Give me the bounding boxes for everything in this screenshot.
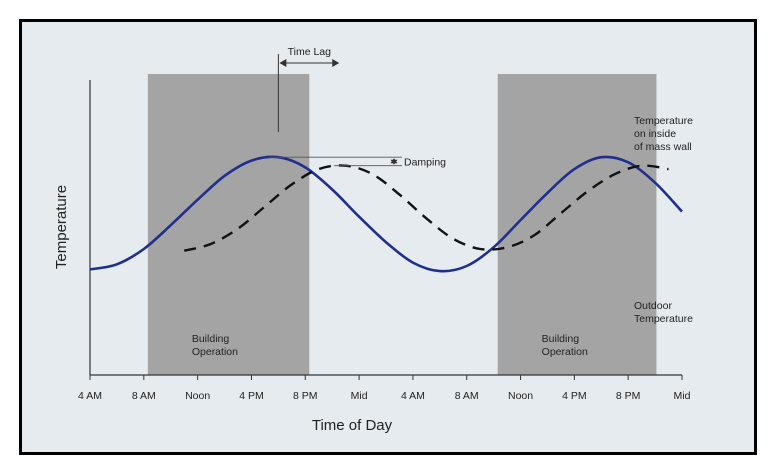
x-tick-label: 8 PM [293, 390, 318, 402]
time-lag-arrowhead-left [279, 59, 287, 67]
building-operation-region-1 [147, 74, 310, 375]
outdoor-temperature-line [89, 155, 683, 273]
chart-frame: Building Operation Building Operation 4 AM 8… [19, 19, 757, 455]
mass-wall-series-label: on inside [634, 128, 676, 140]
series-lines [89, 155, 683, 273]
time-lag-arrowhead-right [332, 59, 340, 67]
x-tick-label: 4 PM [239, 390, 264, 402]
mass-wall-series-label: Temperature [634, 115, 693, 127]
building-operation-region-2 [497, 74, 657, 375]
x-tick-label: 8 PM [616, 390, 641, 402]
x-tick-label: 8 AM [132, 390, 156, 402]
axes [89, 80, 682, 376]
x-axis-label: Time of Day [312, 417, 393, 434]
y-axis-label: Temperature [53, 185, 70, 269]
x-tick-label: 4 AM [401, 390, 425, 402]
damping-arrowhead-bottom [390, 159, 398, 165]
damping-label: Damping [404, 156, 446, 168]
outdoor-series-label: Outdoor [634, 300, 672, 312]
x-tick-label: Mid [674, 390, 691, 402]
building-operation-label-1: Building [192, 333, 230, 345]
building-operation-label-1: Operation [192, 346, 238, 358]
building-operation-label-2: Operation [542, 346, 588, 358]
x-tick-label: Noon [185, 390, 210, 402]
x-ticks: 4 AM 8 AM Noon 4 PM 8 PM Mid 4 AM 8 AM Noon 4 PM 8… [78, 375, 691, 402]
outdoor-series-label: Temperature [634, 313, 693, 325]
mass-wall-temperature-line [183, 164, 669, 252]
x-tick-label: 4 AM [78, 390, 102, 402]
x-tick-label: Noon [508, 390, 533, 402]
x-tick-label: 8 AM [455, 390, 479, 402]
time-lag-label: Time Lag [288, 46, 332, 58]
building-operation-label-2: Building [542, 333, 580, 345]
x-tick-label: 4 PM [562, 390, 587, 402]
x-tick-label: Mid [351, 390, 368, 402]
mass-wall-series-label: of mass wall [634, 141, 692, 153]
